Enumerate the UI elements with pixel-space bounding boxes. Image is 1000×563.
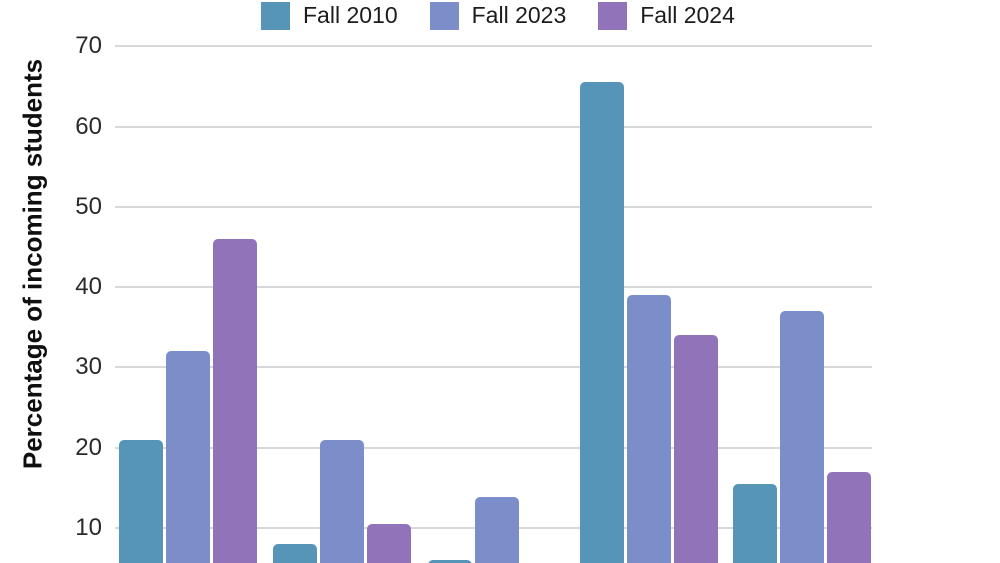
gridline [115,45,872,48]
gridline [115,286,872,289]
bar-fall-2010-group-4 [580,82,624,563]
bar-fall-2010-group-1 [119,439,163,563]
bar-fall-2010-group-5 [733,483,777,563]
bar-fall-2023-group-3 [475,497,519,563]
legend-swatch-icon [429,1,459,30]
y-tick-label: 60 [75,112,102,140]
gridline [115,366,872,369]
gridline [115,446,872,449]
legend-swatch-icon [261,1,290,30]
y-tick-label: 40 [75,273,102,301]
bar-fall-2023-group-2 [320,439,364,563]
bar-fall-2023-group-4 [627,295,671,563]
legend-label: Fall 2023 [471,2,567,28]
gridline [115,205,872,208]
gridline [115,125,872,128]
legend-item-fall-2024: Fall 2024 [598,0,735,30]
bar-fall-2010-group-3 [428,559,472,563]
y-tick-label: 20 [75,433,102,461]
y-tick-label: 30 [75,353,102,381]
bar-fall-2024-group-5 [827,471,871,563]
chart-legend: Fall 2010 Fall 2023 Fall 2024 [261,0,735,30]
legend-label: Fall 2024 [640,2,735,28]
y-axis-title: Percentage of incoming students [17,58,48,470]
bar-fall-2024-group-1 [213,238,257,563]
y-tick-label: 70 [75,32,102,60]
bar-fall-2024-group-2 [367,523,411,563]
legend-item-fall-2010: Fall 2010 [261,0,398,30]
y-tick-label: 10 [75,513,102,541]
legend-label: Fall 2010 [303,2,398,28]
legend-item-fall-2023: Fall 2023 [429,0,567,30]
bar-fall-2023-group-1 [166,351,210,563]
legend-swatch-icon [598,1,628,30]
bar-fall-2023-group-5 [780,311,824,563]
y-tick-label: 50 [75,192,102,220]
bar-fall-2010-group-2 [273,543,317,563]
bar-fall-2024-group-4 [674,335,718,563]
